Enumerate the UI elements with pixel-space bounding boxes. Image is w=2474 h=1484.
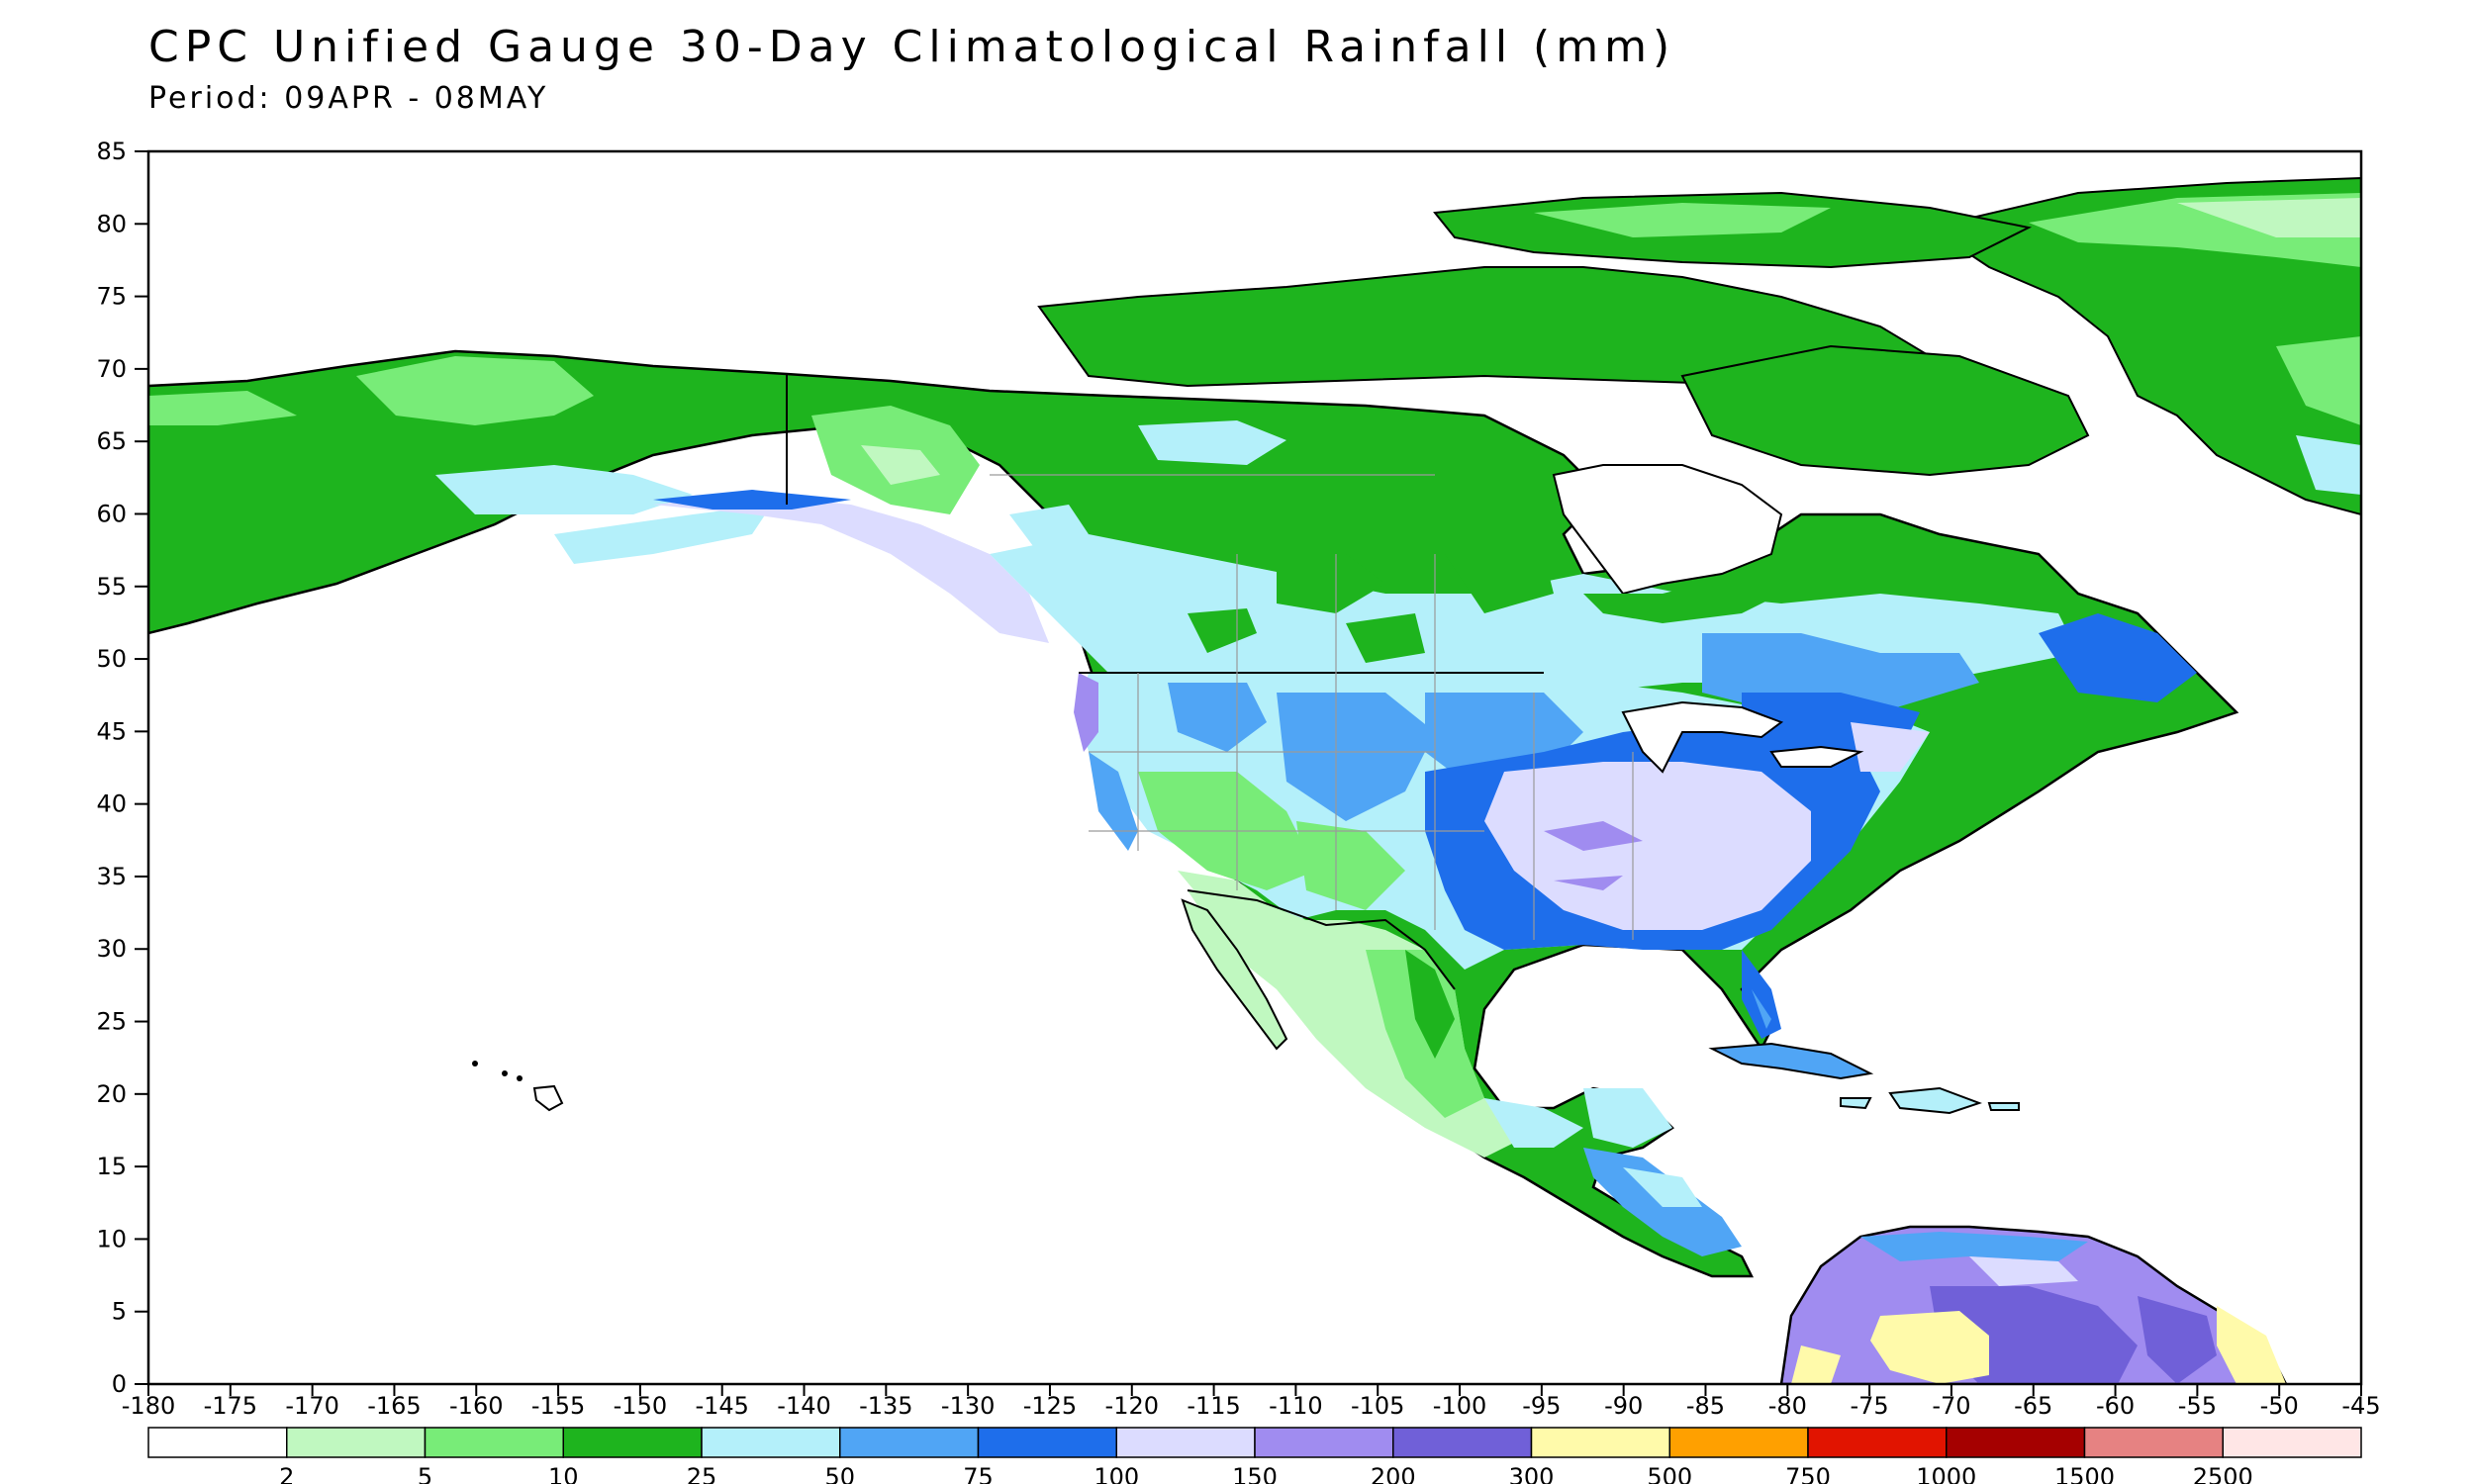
colorbar-label: 100 — [1094, 1463, 1139, 1484]
great-lakes — [1621, 700, 1864, 774]
y-tick-label: 20 — [96, 1080, 127, 1108]
landmass-greenland — [1927, 176, 2361, 516]
colorbar-swatch — [562, 1427, 703, 1458]
map-field — [148, 151, 2361, 1384]
y-tick-label: 45 — [96, 717, 127, 745]
x-tick-label: -50 — [2260, 1392, 2299, 1420]
colorbar-label: 25 — [687, 1463, 717, 1484]
x-tick-label: -170 — [285, 1392, 338, 1420]
x-tick-label: -150 — [614, 1392, 667, 1420]
colorbar-swatch — [701, 1427, 841, 1458]
colorbar-label: 300 — [1509, 1463, 1555, 1484]
x-tick-label: -120 — [1105, 1392, 1159, 1420]
colorbar-swatch — [1807, 1427, 1948, 1458]
x-tick-label: -140 — [777, 1392, 830, 1420]
y-tick-label: 80 — [96, 210, 127, 237]
y-tick-label: 5 — [112, 1298, 127, 1326]
colorbar-swatch — [286, 1427, 427, 1458]
colorbar-swatch — [2083, 1427, 2224, 1458]
y-tick-label: 30 — [96, 935, 127, 963]
colorbar-label: 750 — [1785, 1463, 1831, 1484]
x-axis: -180 -175 -170 -165 -160 -155 -150 -145 -140 -135… — [122, 1384, 2381, 1420]
colorbar-swatch — [1254, 1427, 1394, 1458]
colorbar-swatch — [1668, 1427, 1809, 1458]
landmass-baja-california — [1181, 898, 1288, 1051]
x-tick-label: -70 — [1932, 1392, 1970, 1420]
colorbar-label: 2 — [279, 1463, 294, 1484]
island-hispaniola — [1888, 1086, 1982, 1115]
y-tick-label: 55 — [96, 573, 127, 601]
x-tick-label: -180 — [122, 1392, 175, 1420]
colorbar-label: 2500 — [2193, 1463, 2253, 1484]
x-tick-label: -100 — [1433, 1392, 1486, 1420]
x-tick-label: -95 — [1522, 1392, 1561, 1420]
x-tick-label: -130 — [941, 1392, 995, 1420]
colorbar-label: 5 — [418, 1463, 432, 1484]
colorbar-label: 200 — [1371, 1463, 1416, 1484]
x-tick-label: -80 — [1768, 1392, 1807, 1420]
colorbar-label: 1000 — [1916, 1463, 1976, 1484]
colorbar-swatch — [1530, 1427, 1670, 1458]
x-tick-label: -115 — [1187, 1392, 1240, 1420]
colorbar-swatch — [839, 1427, 980, 1458]
x-tick-label: -85 — [1686, 1392, 1725, 1420]
x-tick-label: -175 — [204, 1392, 257, 1420]
colorbar-swatch — [2222, 1427, 2362, 1458]
x-tick-label: -135 — [859, 1392, 912, 1420]
colorbar: 2 5 10 25 50 75 100 150 200 300 500 750 1000 1500 2500 — [147, 1427, 2362, 1484]
x-tick-label: -90 — [1604, 1392, 1643, 1420]
x-tick-label: -110 — [1269, 1392, 1322, 1420]
colorbar-label: 1500 — [2054, 1463, 2115, 1484]
y-tick-label: 0 — [112, 1370, 127, 1398]
y-tick-label: 85 — [96, 138, 127, 165]
colorbar-swatch — [1946, 1427, 2086, 1458]
y-tick-label: 75 — [96, 283, 127, 311]
x-tick-label: -75 — [1851, 1392, 1889, 1420]
x-tick-label: -145 — [695, 1392, 748, 1420]
colorbar-swatch — [977, 1427, 1117, 1458]
plot-frame — [146, 149, 2363, 1386]
x-tick-label: -55 — [2178, 1392, 2217, 1420]
x-tick-label: -125 — [1023, 1392, 1077, 1420]
x-tick-label: -45 — [2341, 1392, 2380, 1420]
x-tick-label: -65 — [2014, 1392, 2052, 1420]
x-tick-label: -60 — [2096, 1392, 2135, 1420]
colorbar-label: 75 — [963, 1463, 994, 1484]
border-us-mexico — [1187, 889, 1456, 990]
y-tick-label: 25 — [96, 1008, 127, 1036]
y-tick-label: 10 — [96, 1225, 127, 1252]
island-hawaii — [532, 1084, 564, 1112]
y-tick-label: 60 — [96, 500, 127, 527]
colorbar-swatch — [147, 1427, 288, 1458]
y-tick-label: 70 — [96, 355, 127, 383]
island-cuba — [1708, 1042, 1874, 1080]
colorbar-label: 10 — [548, 1463, 579, 1484]
y-tick-label: 35 — [96, 863, 127, 890]
colorbar-swatch — [1392, 1427, 1533, 1458]
y-tick-label: 65 — [96, 427, 127, 455]
x-tick-label: -155 — [531, 1392, 585, 1420]
colorbar-swatch — [424, 1427, 564, 1458]
colorbar-label: 150 — [1232, 1463, 1278, 1484]
y-tick-label: 40 — [96, 790, 127, 818]
landmass-arctic-archipelago — [1037, 266, 1932, 388]
map-subtitle: Period: 09APR - 08MAY — [148, 81, 549, 116]
map-title: CPC Unified Gauge 30-Day Climatological … — [148, 22, 1676, 72]
colorbar-swatch — [1115, 1427, 1256, 1458]
y-tick-label: 50 — [96, 645, 127, 673]
x-tick-label: -165 — [367, 1392, 421, 1420]
x-tick-label: -160 — [449, 1392, 503, 1420]
colorbar-label: 500 — [1647, 1463, 1692, 1484]
x-tick-label: -105 — [1351, 1392, 1404, 1420]
colorbar-label: 50 — [824, 1463, 855, 1484]
hudson-bay — [1552, 464, 1783, 596]
y-tick-label: 15 — [96, 1153, 127, 1180]
